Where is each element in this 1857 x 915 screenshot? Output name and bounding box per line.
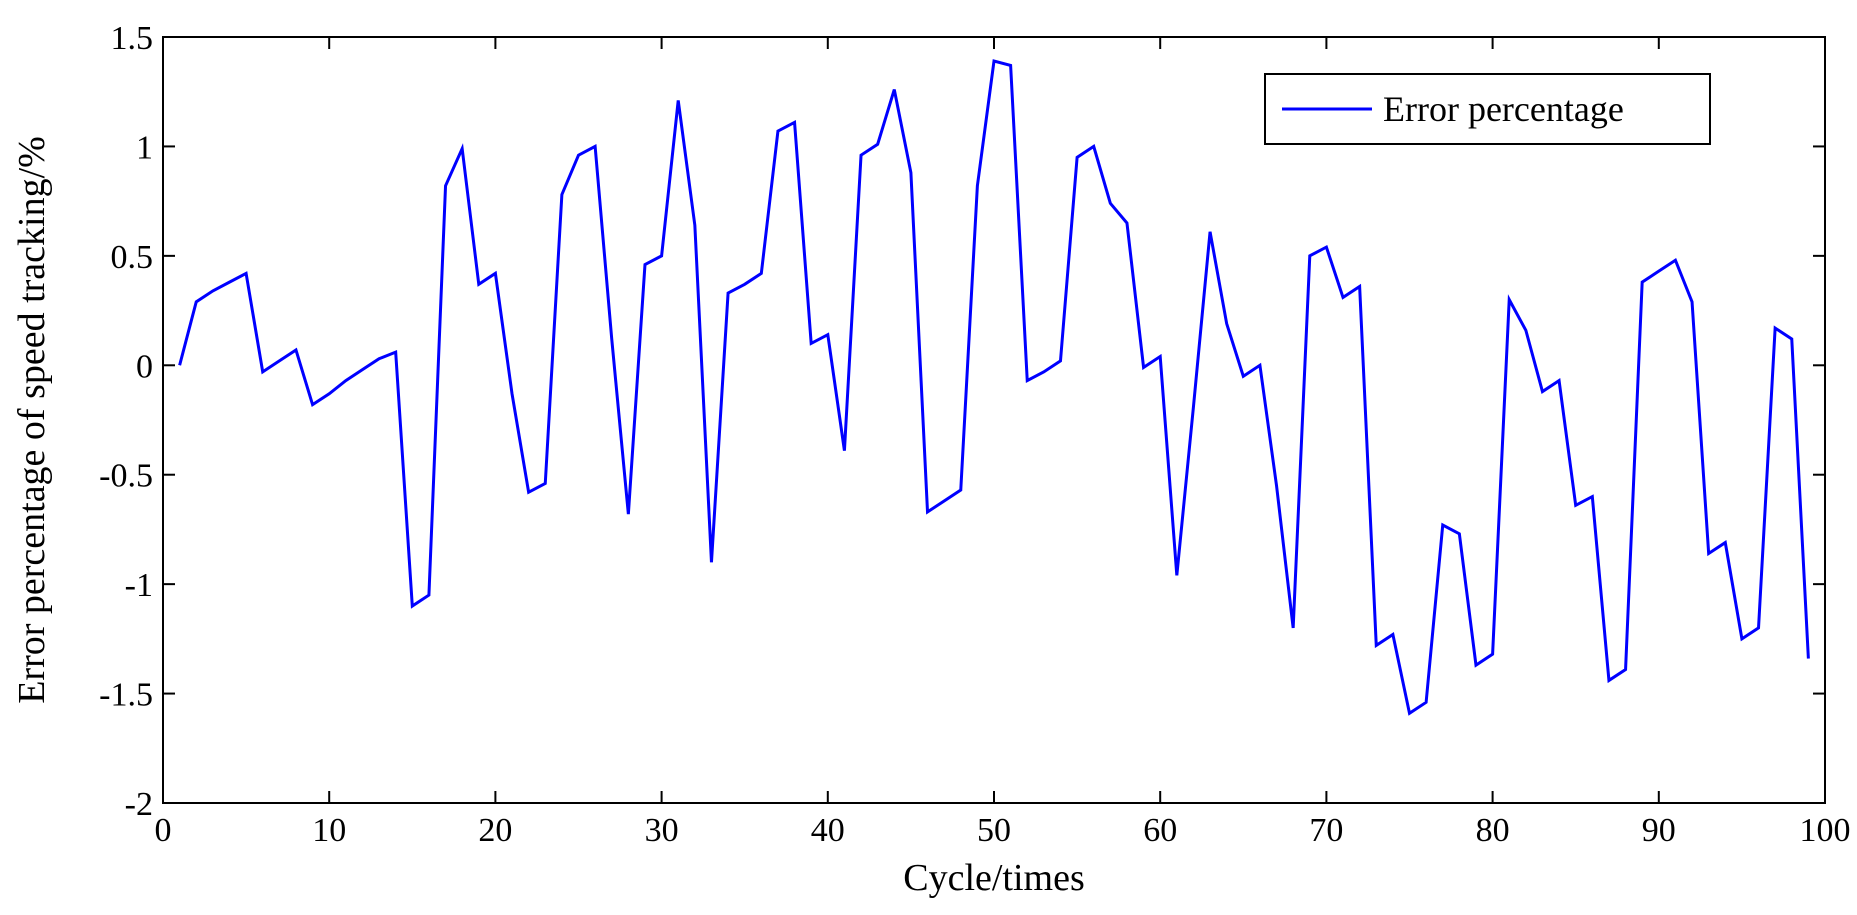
x-tick-labels: 0 10 20 30 40 50 60 70 80 90 100 <box>155 812 1851 849</box>
x-tick-label: 90 <box>1642 812 1676 849</box>
x-tick-label: 50 <box>977 812 1011 849</box>
plot-area <box>162 36 1826 804</box>
x-tick-label: 40 <box>811 812 845 849</box>
y-tick-label: -2 <box>125 786 153 823</box>
y-tick-label: -1.5 <box>99 677 153 714</box>
y-tick-label: 1 <box>136 129 153 166</box>
x-tick-label: 30 <box>645 812 679 849</box>
series-line <box>178 59 1810 716</box>
x-tick-label: 100 <box>1800 812 1851 849</box>
y-tick-labels: 1.5 1 0.5 0 -0.5 -1 -1.5 -2 <box>99 20 153 823</box>
x-tick-label: 80 <box>1476 812 1510 849</box>
x-tick-label: 0 <box>155 812 172 849</box>
y-tick-label: 1.5 <box>111 20 154 57</box>
x-tick-label: 10 <box>312 812 346 849</box>
y-tick-label: 0 <box>136 348 153 385</box>
y-tick-label: -1 <box>125 567 153 604</box>
y-axis-title: Error percentage of speed tracking/% <box>11 136 53 704</box>
legend: Error percentage <box>1264 73 1711 145</box>
y-tick-label: -0.5 <box>99 458 153 495</box>
series-group <box>178 59 1810 716</box>
x-tick-label: 60 <box>1143 812 1177 849</box>
x-axis-title: Cycle/times <box>903 857 1085 899</box>
x-tick-label: 20 <box>478 812 512 849</box>
axis-ticks <box>162 36 1826 804</box>
x-tick-label: 70 <box>1309 812 1343 849</box>
legend-label: Error percentage <box>1383 89 1624 129</box>
y-tick-label: 0.5 <box>111 239 154 276</box>
